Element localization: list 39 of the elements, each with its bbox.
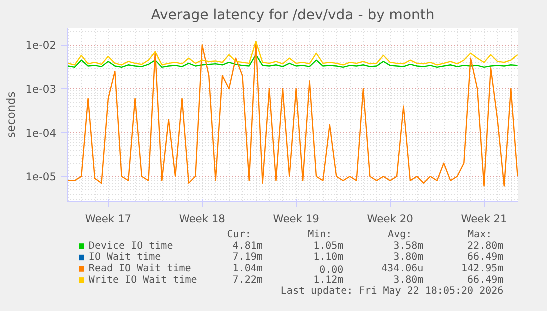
legend-label: Read IO Wait time <box>88 264 192 275</box>
text: 4.81m <box>232 240 263 252</box>
chart-title: Average latency for /dev/vda - by month <box>151 8 435 24</box>
text: 22.80m <box>468 240 504 252</box>
text: Min: <box>308 230 332 241</box>
text: 434.06u <box>382 264 424 275</box>
x-tick-label: Week 20 <box>367 212 414 226</box>
text: 1.10m <box>314 252 344 264</box>
y-axis-title: seconds <box>4 92 18 138</box>
text: 3.58m <box>394 240 424 252</box>
y-tick-label: 1e-02 <box>26 39 57 52</box>
line-series <box>68 41 518 187</box>
legend-label: Device IO time <box>88 240 174 252</box>
text: 7.22m <box>232 274 263 286</box>
text: 1.12m <box>314 274 344 286</box>
y-tick-label: 1e-05 <box>26 170 57 184</box>
text: 66.49m <box>468 252 504 264</box>
text: 3.80m <box>394 274 424 286</box>
x-tick-label: Week 18 <box>179 212 226 226</box>
y-tick-label: 1e-04 <box>26 126 57 140</box>
text: 142.95m <box>462 264 504 275</box>
x-tick-label: Week 21 <box>461 212 508 226</box>
line-series <box>68 54 518 68</box>
text: Last update: Fri May 22 18:05:20 2026 <box>280 286 504 298</box>
legend-label: Write IO Wait time <box>88 274 198 286</box>
text: 3.80m <box>394 252 424 264</box>
x-tick-label: Week 17 <box>85 212 132 226</box>
y-tick-label: 1e-03 <box>26 82 57 96</box>
text: 0.00 <box>320 265 344 276</box>
text: 1.04m <box>232 264 263 275</box>
x-tick-label: Week 19 <box>273 212 320 226</box>
text: 7.19m <box>232 252 263 264</box>
text: 1.05m <box>314 240 344 252</box>
line-series <box>68 41 518 66</box>
text: 66.49m <box>468 274 504 286</box>
text: Max: <box>468 230 492 241</box>
text: Avg: <box>388 230 412 241</box>
legend-label: IO Wait time <box>88 252 162 264</box>
text: Cur: <box>227 230 252 241</box>
